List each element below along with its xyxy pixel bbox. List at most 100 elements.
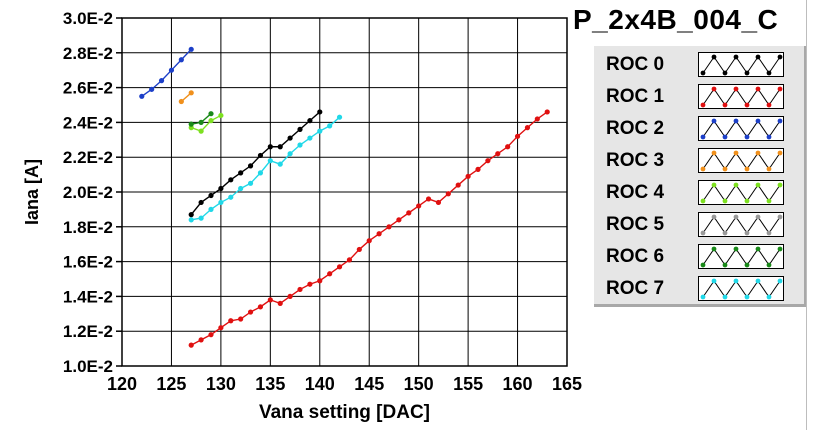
legend-swatch-marker	[711, 182, 717, 188]
legend-swatch-marker	[777, 278, 783, 284]
legend-swatch	[698, 148, 784, 173]
legend-swatch-marker	[711, 214, 717, 220]
data-point	[396, 217, 402, 223]
series-line	[190, 114, 222, 132]
data-point	[247, 180, 254, 186]
legend-swatch	[698, 244, 784, 269]
legend-swatch-marker	[733, 150, 739, 156]
data-point	[327, 271, 333, 277]
data-point	[247, 309, 254, 315]
legend-swatch-marker	[722, 134, 728, 140]
x-tick-label: 160	[503, 374, 533, 394]
y-tick-label: 2.8E-2	[63, 44, 113, 63]
data-point	[416, 203, 422, 209]
legend-swatch-marker	[733, 118, 739, 124]
data-point	[425, 196, 432, 202]
y-tick-label: 3.0E-2	[63, 9, 113, 28]
x-tick-label: 140	[305, 374, 335, 394]
x-tick-label: 145	[354, 374, 384, 394]
legend-swatch	[698, 180, 784, 205]
data-point	[208, 111, 214, 117]
legend-label: ROC 7	[606, 278, 665, 299]
legend-swatch-marker	[744, 102, 750, 108]
data-point	[228, 318, 234, 324]
legend-swatch-marker	[777, 54, 783, 60]
data-point	[228, 194, 234, 200]
data-point	[188, 217, 194, 223]
data-point	[277, 144, 283, 150]
legend-swatch-marker	[733, 182, 739, 188]
legend-swatch-marker	[777, 150, 783, 156]
data-point	[238, 316, 244, 322]
legend-swatch-line	[702, 120, 781, 138]
data-point	[376, 231, 382, 237]
data-point	[198, 215, 204, 221]
data-point	[247, 163, 254, 169]
legend-swatch-line	[702, 184, 781, 202]
legend-swatch-marker	[722, 198, 728, 204]
legend-swatch-marker	[777, 86, 783, 92]
x-tick-label: 120	[107, 374, 137, 394]
data-point	[435, 199, 442, 206]
legend-swatch	[698, 212, 784, 237]
legend-swatch-marker	[700, 166, 706, 172]
y-tick-label: 1.0E-2	[63, 357, 113, 376]
data-point	[307, 118, 313, 124]
data-point	[455, 182, 461, 188]
legend-swatch-marker	[744, 294, 750, 300]
legend-swatch-line	[702, 280, 781, 298]
data-point	[297, 286, 303, 293]
axes: 120 125 130 135 140 145 150 155 160 165 1.0E-2 1.2E…	[63, 9, 582, 394]
data-point	[406, 210, 412, 216]
legend-swatch-marker	[711, 86, 717, 92]
y-tick-label: 1.6E-2	[63, 253, 113, 272]
legend-swatch-marker	[744, 198, 750, 204]
legend-swatch-marker	[766, 166, 772, 172]
data-point	[297, 142, 303, 148]
legend-swatch-marker	[744, 262, 750, 268]
legend-swatch-marker	[711, 118, 717, 124]
vertical-scrollbar[interactable]	[806, 0, 815, 430]
legend-swatch-marker	[700, 198, 706, 204]
data-point	[198, 199, 204, 206]
data-point	[158, 78, 165, 84]
data-point	[386, 224, 392, 230]
data-point	[317, 278, 323, 284]
data-point	[188, 212, 194, 218]
series-roc-7	[188, 114, 343, 223]
legend-swatch-marker	[700, 230, 706, 236]
data-point	[208, 332, 214, 338]
data-point	[277, 161, 283, 167]
legend-swatch-line	[702, 56, 781, 74]
x-tick-label: 135	[255, 374, 285, 394]
legend-swatch-marker	[755, 86, 761, 92]
legend-swatch-marker	[777, 246, 783, 252]
legend-swatch-marker	[744, 70, 750, 76]
legend-swatch-marker	[766, 198, 772, 204]
legend-swatch-marker	[766, 70, 772, 76]
legend-item-roc-1: ROC 1	[594, 80, 804, 112]
data-point	[445, 191, 451, 197]
legend-item-roc-5: ROC 5	[594, 208, 804, 240]
data-point	[524, 125, 531, 131]
data-point	[287, 135, 293, 141]
data-point	[188, 342, 194, 348]
legend-swatch-marker	[733, 86, 739, 92]
y-tick-label: 2.6E-2	[63, 79, 113, 98]
legend-swatch-marker	[755, 278, 761, 284]
legend-swatch-marker	[766, 134, 772, 140]
data-point	[317, 109, 323, 115]
x-tick-label: 130	[206, 374, 236, 394]
data-point	[267, 144, 273, 150]
y-axis-label: Iana [A]	[22, 159, 42, 225]
series-roc-0	[188, 109, 323, 218]
legend-swatch	[698, 116, 784, 141]
data-point	[307, 281, 313, 287]
legend-label: ROC 5	[606, 214, 665, 235]
data-point	[139, 93, 145, 99]
data-point	[485, 158, 491, 164]
data-point	[149, 86, 155, 92]
x-tick-label: 150	[404, 374, 434, 394]
legend-swatch-marker	[700, 102, 706, 108]
legend-swatch-marker	[777, 182, 783, 188]
